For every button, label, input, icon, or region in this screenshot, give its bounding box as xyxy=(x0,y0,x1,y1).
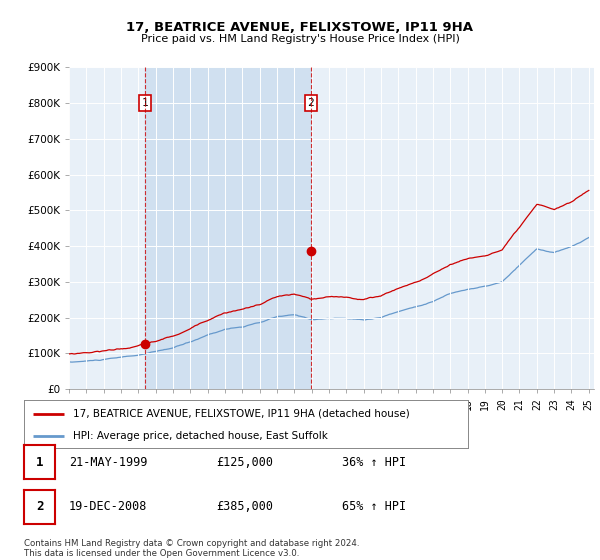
Text: 21-MAY-1999: 21-MAY-1999 xyxy=(69,455,148,469)
Text: Price paid vs. HM Land Registry's House Price Index (HPI): Price paid vs. HM Land Registry's House … xyxy=(140,34,460,44)
Text: £385,000: £385,000 xyxy=(216,500,273,514)
Text: 17, BEATRICE AVENUE, FELIXSTOWE, IP11 9HA: 17, BEATRICE AVENUE, FELIXSTOWE, IP11 9H… xyxy=(127,21,473,34)
Text: HPI: Average price, detached house, East Suffolk: HPI: Average price, detached house, East… xyxy=(73,431,328,441)
Text: 1: 1 xyxy=(142,98,148,108)
Text: Contains HM Land Registry data © Crown copyright and database right 2024.
This d: Contains HM Land Registry data © Crown c… xyxy=(24,539,359,558)
Text: 19-DEC-2008: 19-DEC-2008 xyxy=(69,500,148,514)
Text: 65% ↑ HPI: 65% ↑ HPI xyxy=(342,500,406,514)
Text: 1: 1 xyxy=(36,455,43,469)
Bar xyxy=(145,67,311,389)
Text: £125,000: £125,000 xyxy=(216,455,273,469)
Text: 17, BEATRICE AVENUE, FELIXSTOWE, IP11 9HA (detached house): 17, BEATRICE AVENUE, FELIXSTOWE, IP11 9H… xyxy=(73,409,410,419)
Text: 36% ↑ HPI: 36% ↑ HPI xyxy=(342,455,406,469)
Text: 2: 2 xyxy=(308,98,314,108)
Text: 2: 2 xyxy=(36,500,43,514)
